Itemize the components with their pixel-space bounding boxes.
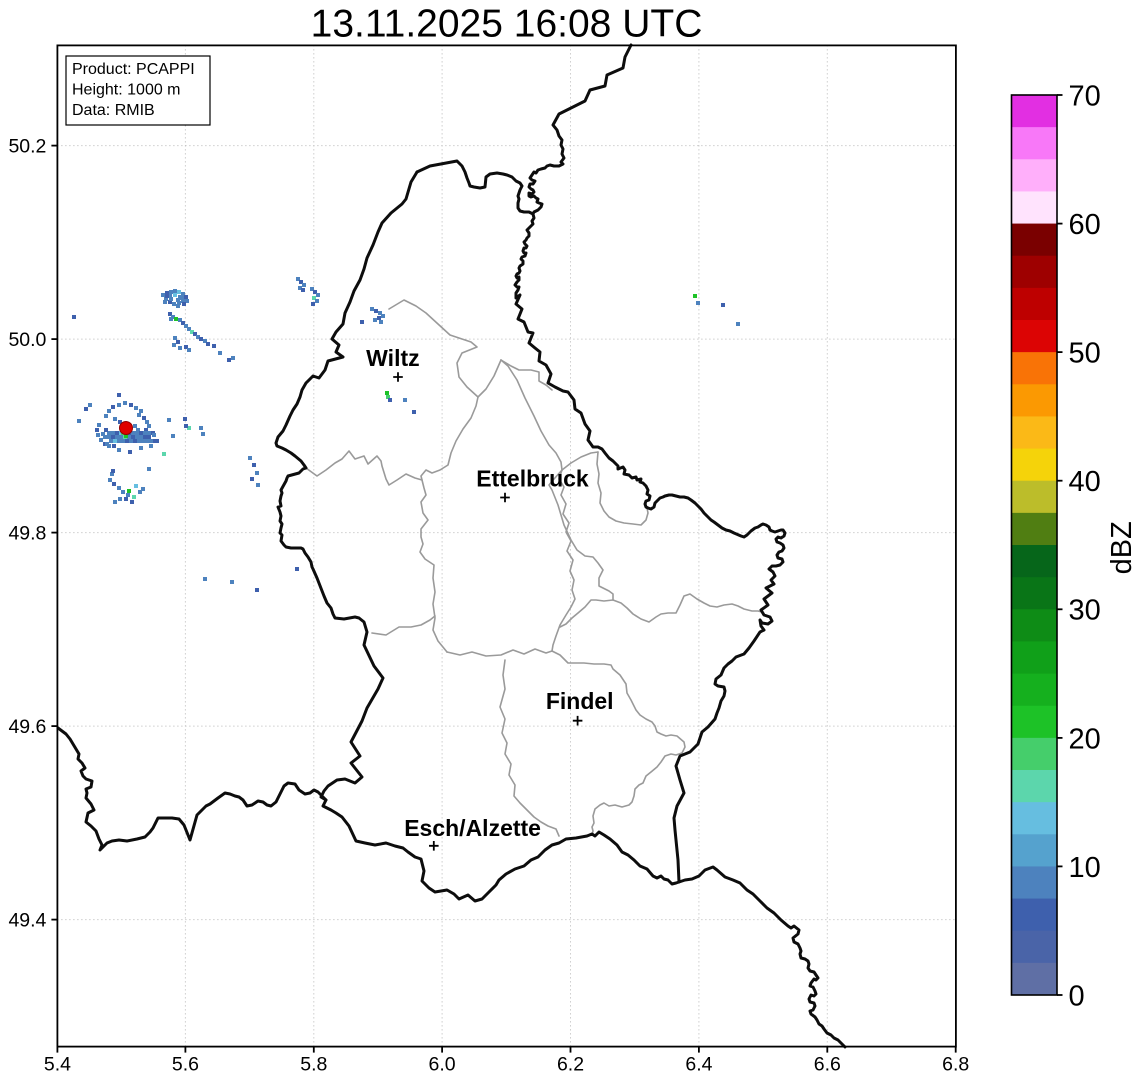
svg-text:5.4: 5.4 [44,1054,71,1076]
svg-text:30: 30 [1069,595,1101,627]
svg-text:70: 70 [1069,80,1101,112]
svg-text:49.6: 49.6 [8,716,46,738]
svg-text:6.8: 6.8 [942,1054,969,1076]
svg-text:50: 50 [1069,338,1101,370]
svg-text:60: 60 [1069,209,1101,241]
svg-text:Data: RMIB: Data: RMIB [72,102,155,119]
svg-text:49.8: 49.8 [8,522,46,544]
svg-text:Wiltz: Wiltz [366,345,419,371]
svg-text:Findel: Findel [546,688,614,714]
svg-text:Esch/Alzette: Esch/Alzette [404,815,541,841]
svg-text:5.8: 5.8 [300,1054,327,1076]
svg-text:0: 0 [1069,980,1085,1012]
svg-text:Height: 1000 m: Height: 1000 m [72,82,181,99]
svg-text:Product: PCAPPI: Product: PCAPPI [72,61,195,78]
svg-text:40: 40 [1069,466,1101,498]
svg-text:50.2: 50.2 [8,135,46,157]
svg-text:10: 10 [1069,852,1101,884]
svg-text:13.11.2025 16:08 UTC: 13.11.2025 16:08 UTC [311,3,703,46]
svg-text:5.6: 5.6 [172,1054,199,1076]
svg-text:6.2: 6.2 [557,1054,584,1076]
svg-text:6.4: 6.4 [685,1054,712,1076]
svg-text:6.6: 6.6 [814,1054,841,1076]
svg-text:dBZ: dBZ [1106,521,1138,574]
svg-text:Ettelbruck: Ettelbruck [476,465,589,491]
svg-text:49.4: 49.4 [8,909,46,931]
svg-text:50.0: 50.0 [8,329,46,351]
svg-text:6.0: 6.0 [429,1054,456,1076]
svg-text:20: 20 [1069,723,1101,755]
